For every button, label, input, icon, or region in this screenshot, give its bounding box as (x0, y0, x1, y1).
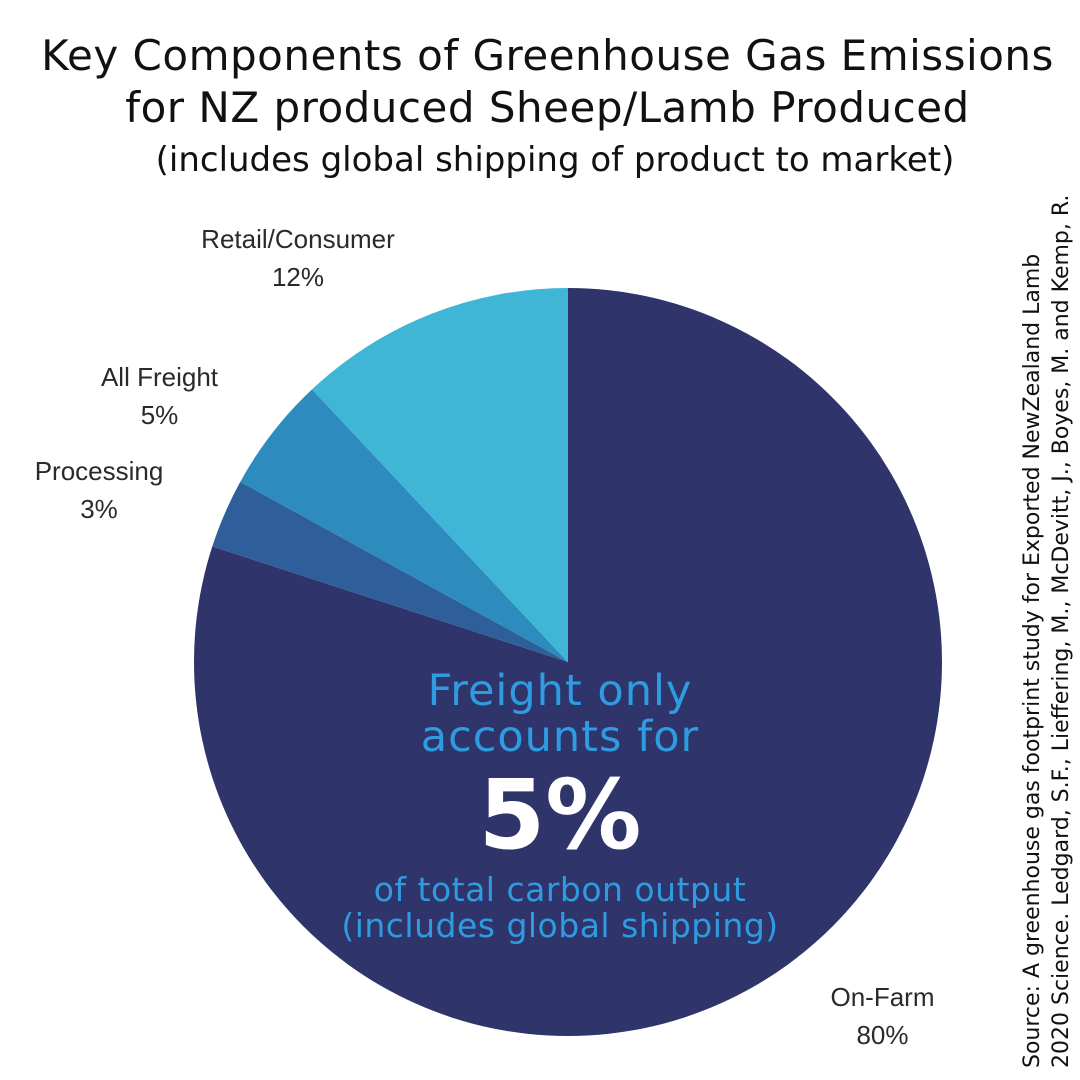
slice-label-retail-consumer: Retail/Consumer 12% (178, 220, 418, 296)
chart-title: Key Components of Greenhouse Gas Emissio… (0, 30, 1080, 134)
pie-slice-retail-consumer (311, 288, 568, 662)
title-line-1: Key Components of Greenhouse Gas Emissio… (41, 31, 1054, 80)
slice-label-all-freight: All Freight 5% (82, 358, 237, 434)
source-citation: Source: A greenhouse gas footprint study… (1018, 78, 1076, 1068)
center-annotation-sub: of total carbon output (includes global … (300, 872, 820, 944)
slice-label-on-farm: On-Farm 80% (800, 978, 965, 1054)
slice-label-name: Processing (34, 456, 164, 486)
center-line-1: Freight only (427, 666, 693, 716)
slice-label-value: 12% (271, 262, 325, 292)
chart-subtitle: (includes global shipping of product to … (155, 140, 955, 180)
center-annotation: Freight only accounts for (300, 668, 820, 760)
center-line-3: of total carbon output (373, 870, 747, 909)
source-line-1: Source: A greenhouse gas footprint study… (1020, 253, 1045, 1068)
slice-label-name: On-Farm (830, 982, 935, 1012)
slice-label-name: Retail/Consumer (201, 224, 395, 254)
slice-label-value: 3% (80, 494, 118, 524)
pie-slice-processing (212, 481, 568, 662)
source-line-2: 2020 Science. Ledgard, S.F., Lieffering,… (1049, 194, 1074, 1068)
pie-slice-on-farm (193, 288, 942, 1037)
slice-label-value: 80% (856, 1020, 909, 1050)
title-line-2: for NZ produced Sheep/Lamb Produced (125, 83, 970, 132)
pie-slice-all-freight (240, 389, 569, 662)
center-big-percent: 5% (478, 759, 642, 871)
center-line-2: accounts for (420, 712, 700, 762)
slice-label-processing: Processing 3% (18, 452, 180, 528)
slice-label-value: 5% (140, 400, 179, 430)
center-line-4: (includes global shipping) (341, 906, 779, 945)
slice-label-name: All Freight (100, 362, 219, 392)
